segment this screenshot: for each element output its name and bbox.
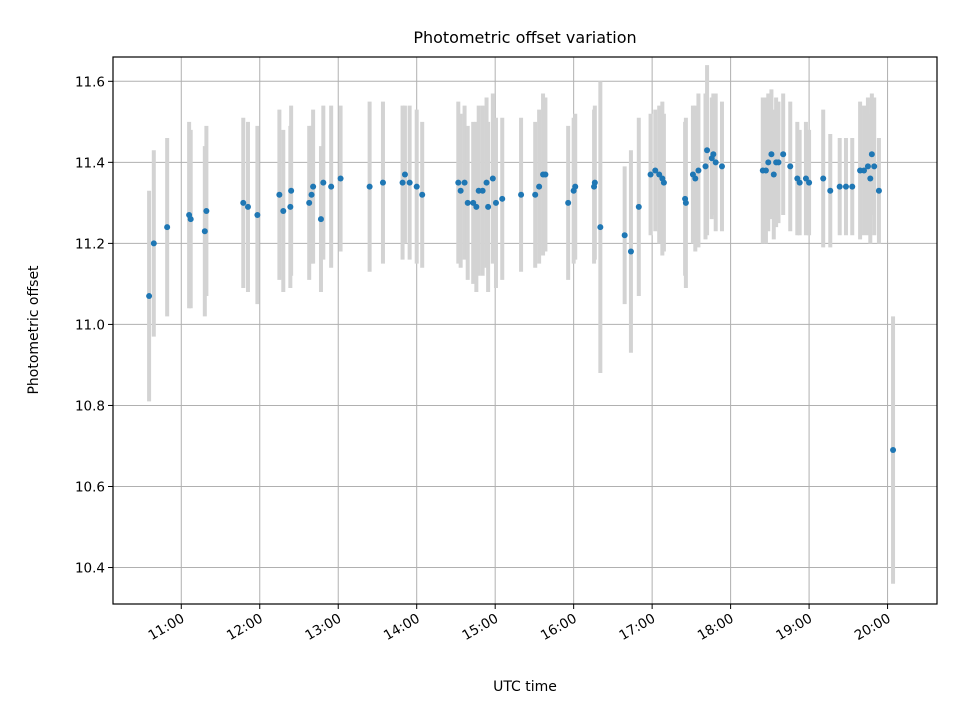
data-point <box>379 179 386 186</box>
y-tick-label: 10.8 <box>75 398 105 414</box>
data-point <box>306 199 313 206</box>
data-point <box>492 199 499 206</box>
data-point <box>806 179 813 186</box>
data-point <box>401 171 408 178</box>
data-point <box>842 183 849 190</box>
data-point <box>802 175 809 182</box>
data-point <box>875 187 882 194</box>
data-point <box>871 163 878 170</box>
data-point <box>499 195 506 202</box>
data-point <box>864 163 871 170</box>
data-point <box>775 159 782 166</box>
y-tick-label: 11.0 <box>75 317 105 333</box>
data-point <box>489 175 496 182</box>
data-point <box>770 171 777 178</box>
data-point <box>890 447 897 454</box>
data-point <box>827 187 834 194</box>
data-point <box>682 199 689 206</box>
data-point <box>483 179 490 186</box>
data-point <box>849 183 856 190</box>
data-point <box>765 159 772 166</box>
data-point <box>762 167 769 174</box>
data-point <box>328 183 335 190</box>
plot-frame <box>112 56 938 605</box>
data-point <box>652 167 659 174</box>
data-point <box>203 207 210 214</box>
data-point <box>542 171 549 178</box>
data-point <box>768 151 775 158</box>
data-point <box>244 203 251 210</box>
data-point <box>656 171 663 178</box>
data-point <box>621 232 628 239</box>
data-point <box>796 179 803 186</box>
y-tick-label: 11.4 <box>75 155 105 171</box>
data-point <box>836 183 843 190</box>
data-point <box>146 293 153 300</box>
data-point <box>485 203 492 210</box>
data-point <box>820 175 827 182</box>
data-point <box>647 171 654 178</box>
data-point <box>702 163 709 170</box>
data-point <box>473 203 480 210</box>
data-point <box>597 224 604 231</box>
data-point <box>455 179 462 186</box>
data-point <box>565 199 572 206</box>
data-point <box>164 224 171 231</box>
data-point <box>479 187 486 194</box>
data-point <box>187 216 194 223</box>
y-tick-label: 11.6 <box>75 74 105 90</box>
data-point <box>308 191 315 198</box>
data-point <box>712 159 719 166</box>
y-tick-label: 10.6 <box>75 479 105 495</box>
data-points <box>146 147 897 454</box>
data-point <box>780 151 787 158</box>
data-point <box>337 175 344 182</box>
data-point <box>536 183 543 190</box>
data-point <box>532 191 539 198</box>
data-point <box>627 248 634 255</box>
data-point <box>470 199 477 206</box>
data-point <box>704 147 711 154</box>
data-point <box>635 203 642 210</box>
data-point <box>317 216 324 223</box>
data-point <box>366 183 373 190</box>
data-point <box>406 179 413 186</box>
data-point <box>240 199 247 206</box>
y-axis-label: Photometric offset <box>26 265 42 395</box>
data-point <box>461 179 468 186</box>
y-tick-label: 10.4 <box>75 561 105 577</box>
data-point <box>660 179 667 186</box>
data-point <box>867 175 874 182</box>
x-axis-label: UTC time <box>493 679 557 695</box>
data-point <box>591 179 598 186</box>
data-point <box>868 151 875 158</box>
data-point <box>710 151 717 158</box>
y-axis-ticks: 10.4 10.6 10.8 11.0 11.2 11.4 11.6 <box>75 74 113 577</box>
data-point <box>861 167 868 174</box>
data-point <box>695 167 702 174</box>
data-point <box>413 183 420 190</box>
data-point <box>276 191 283 198</box>
data-point <box>320 179 327 186</box>
data-point <box>419 191 426 198</box>
data-point <box>310 183 317 190</box>
data-point <box>399 179 406 186</box>
data-point <box>288 187 295 194</box>
data-point <box>457 187 464 194</box>
data-point <box>150 240 157 247</box>
y-tick-label: 11.2 <box>75 236 105 252</box>
data-point <box>280 207 287 214</box>
data-point <box>692 175 699 182</box>
data-point <box>518 191 525 198</box>
data-point <box>201 228 208 235</box>
data-point <box>718 163 725 170</box>
data-point <box>572 183 579 190</box>
chart-title: Photometric offset variation <box>413 28 636 47</box>
data-point <box>254 212 261 219</box>
data-point <box>287 203 294 210</box>
data-point <box>787 163 794 170</box>
data-point <box>464 199 471 206</box>
